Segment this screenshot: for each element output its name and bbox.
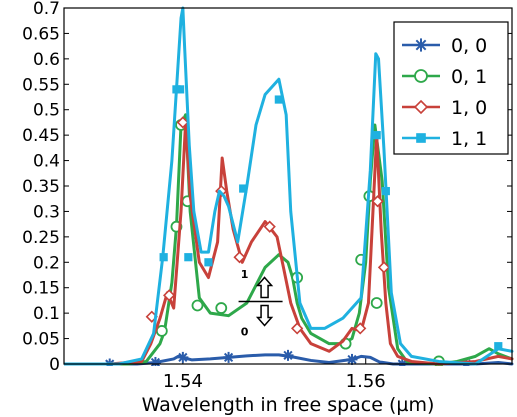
y-tick-label: 0.6	[33, 50, 60, 70]
x-axis-ticks: 1.54 1.56	[163, 358, 386, 392]
y-axis-ticks: 0 0.05 0.1 0.15 0.2 0.25 0.3 0.35 0.4 0.45 0.5 0.55…	[22, 0, 512, 375]
data-point-asterisk	[414, 38, 428, 52]
data-point-square	[239, 184, 248, 193]
series-line	[64, 120, 514, 366]
data-point-diamond	[377, 261, 391, 274]
state-annotation: 10	[238, 268, 283, 338]
x-tick-label: 1.56	[346, 371, 386, 392]
y-tick-label: 0.3	[33, 202, 60, 222]
series-line	[64, 6, 514, 366]
data-point-asterisk	[282, 349, 294, 361]
data-point-square	[372, 131, 381, 140]
data-point-circle	[191, 299, 204, 312]
legend-item: 1, 1	[402, 128, 487, 150]
data-point-diamond	[291, 322, 304, 335]
data-point-circle	[370, 297, 383, 309]
data-point-square	[204, 258, 213, 267]
arrow-down-icon	[255, 304, 274, 327]
data-point-diamond	[371, 195, 384, 208]
data-point-diamond	[354, 322, 367, 335]
series-3	[64, 6, 514, 366]
x-axis-label: Wavelength in free space (µm)	[142, 394, 435, 416]
data-point-diamond	[413, 99, 429, 115]
legend-label: 0, 1	[451, 66, 487, 88]
data-point-square	[184, 253, 193, 262]
data-point-circle	[155, 325, 168, 337]
data-point-square	[494, 342, 503, 351]
y-tick-label: 0.35	[22, 177, 60, 197]
data-point-diamond	[263, 220, 276, 233]
y-tick-label: 0.7	[33, 0, 60, 19]
y-tick-label: 0.05	[22, 330, 60, 350]
y-tick-label: 0.2	[33, 253, 60, 273]
series-layer	[64, 6, 514, 366]
legend-item: 0, 0	[402, 35, 487, 57]
y-tick-label: 0.4	[33, 152, 60, 172]
data-point-diamond	[233, 251, 246, 264]
data-point-asterisk	[177, 351, 189, 363]
y-tick-label: 0.25	[22, 228, 60, 248]
annotation-label-top: 1	[241, 268, 249, 281]
y-tick-label: 0.45	[22, 126, 60, 146]
y-tick-label: 0.55	[22, 75, 60, 95]
legend-item: 1, 0	[402, 97, 487, 119]
data-point-diamond	[163, 289, 176, 302]
legend-label: 1, 1	[451, 128, 487, 150]
annotation-label-bottom: 0	[241, 325, 249, 338]
arrow-up-icon	[255, 276, 274, 299]
y-tick-label: 0	[49, 355, 60, 375]
data-point-asterisk	[346, 353, 358, 365]
data-point-square	[381, 186, 390, 196]
y-tick-label: 0.65	[22, 24, 60, 44]
legend-item: 0, 1	[402, 66, 487, 88]
y-tick-label: 0.1	[33, 304, 60, 324]
data-point-asterisk	[223, 351, 235, 363]
data-point-asterisk	[149, 356, 161, 366]
legend: 0, 0 0, 1 1, 0 1, 1	[393, 21, 509, 155]
plot-frame	[63, 7, 513, 365]
data-point-square	[274, 95, 283, 104]
x-tick-label: 1.54	[163, 371, 203, 392]
legend-label: 0, 0	[451, 35, 487, 57]
data-point-diamond	[176, 116, 189, 129]
data-point-square	[176, 85, 185, 94]
data-point-circle	[414, 69, 428, 83]
data-point-square	[159, 253, 168, 262]
data-point-square	[416, 133, 426, 143]
y-tick-label: 0.15	[22, 279, 60, 299]
y-tick-label: 0.5	[33, 101, 60, 121]
data-point-circle	[215, 302, 228, 314]
legend-label: 1, 0	[451, 97, 487, 119]
